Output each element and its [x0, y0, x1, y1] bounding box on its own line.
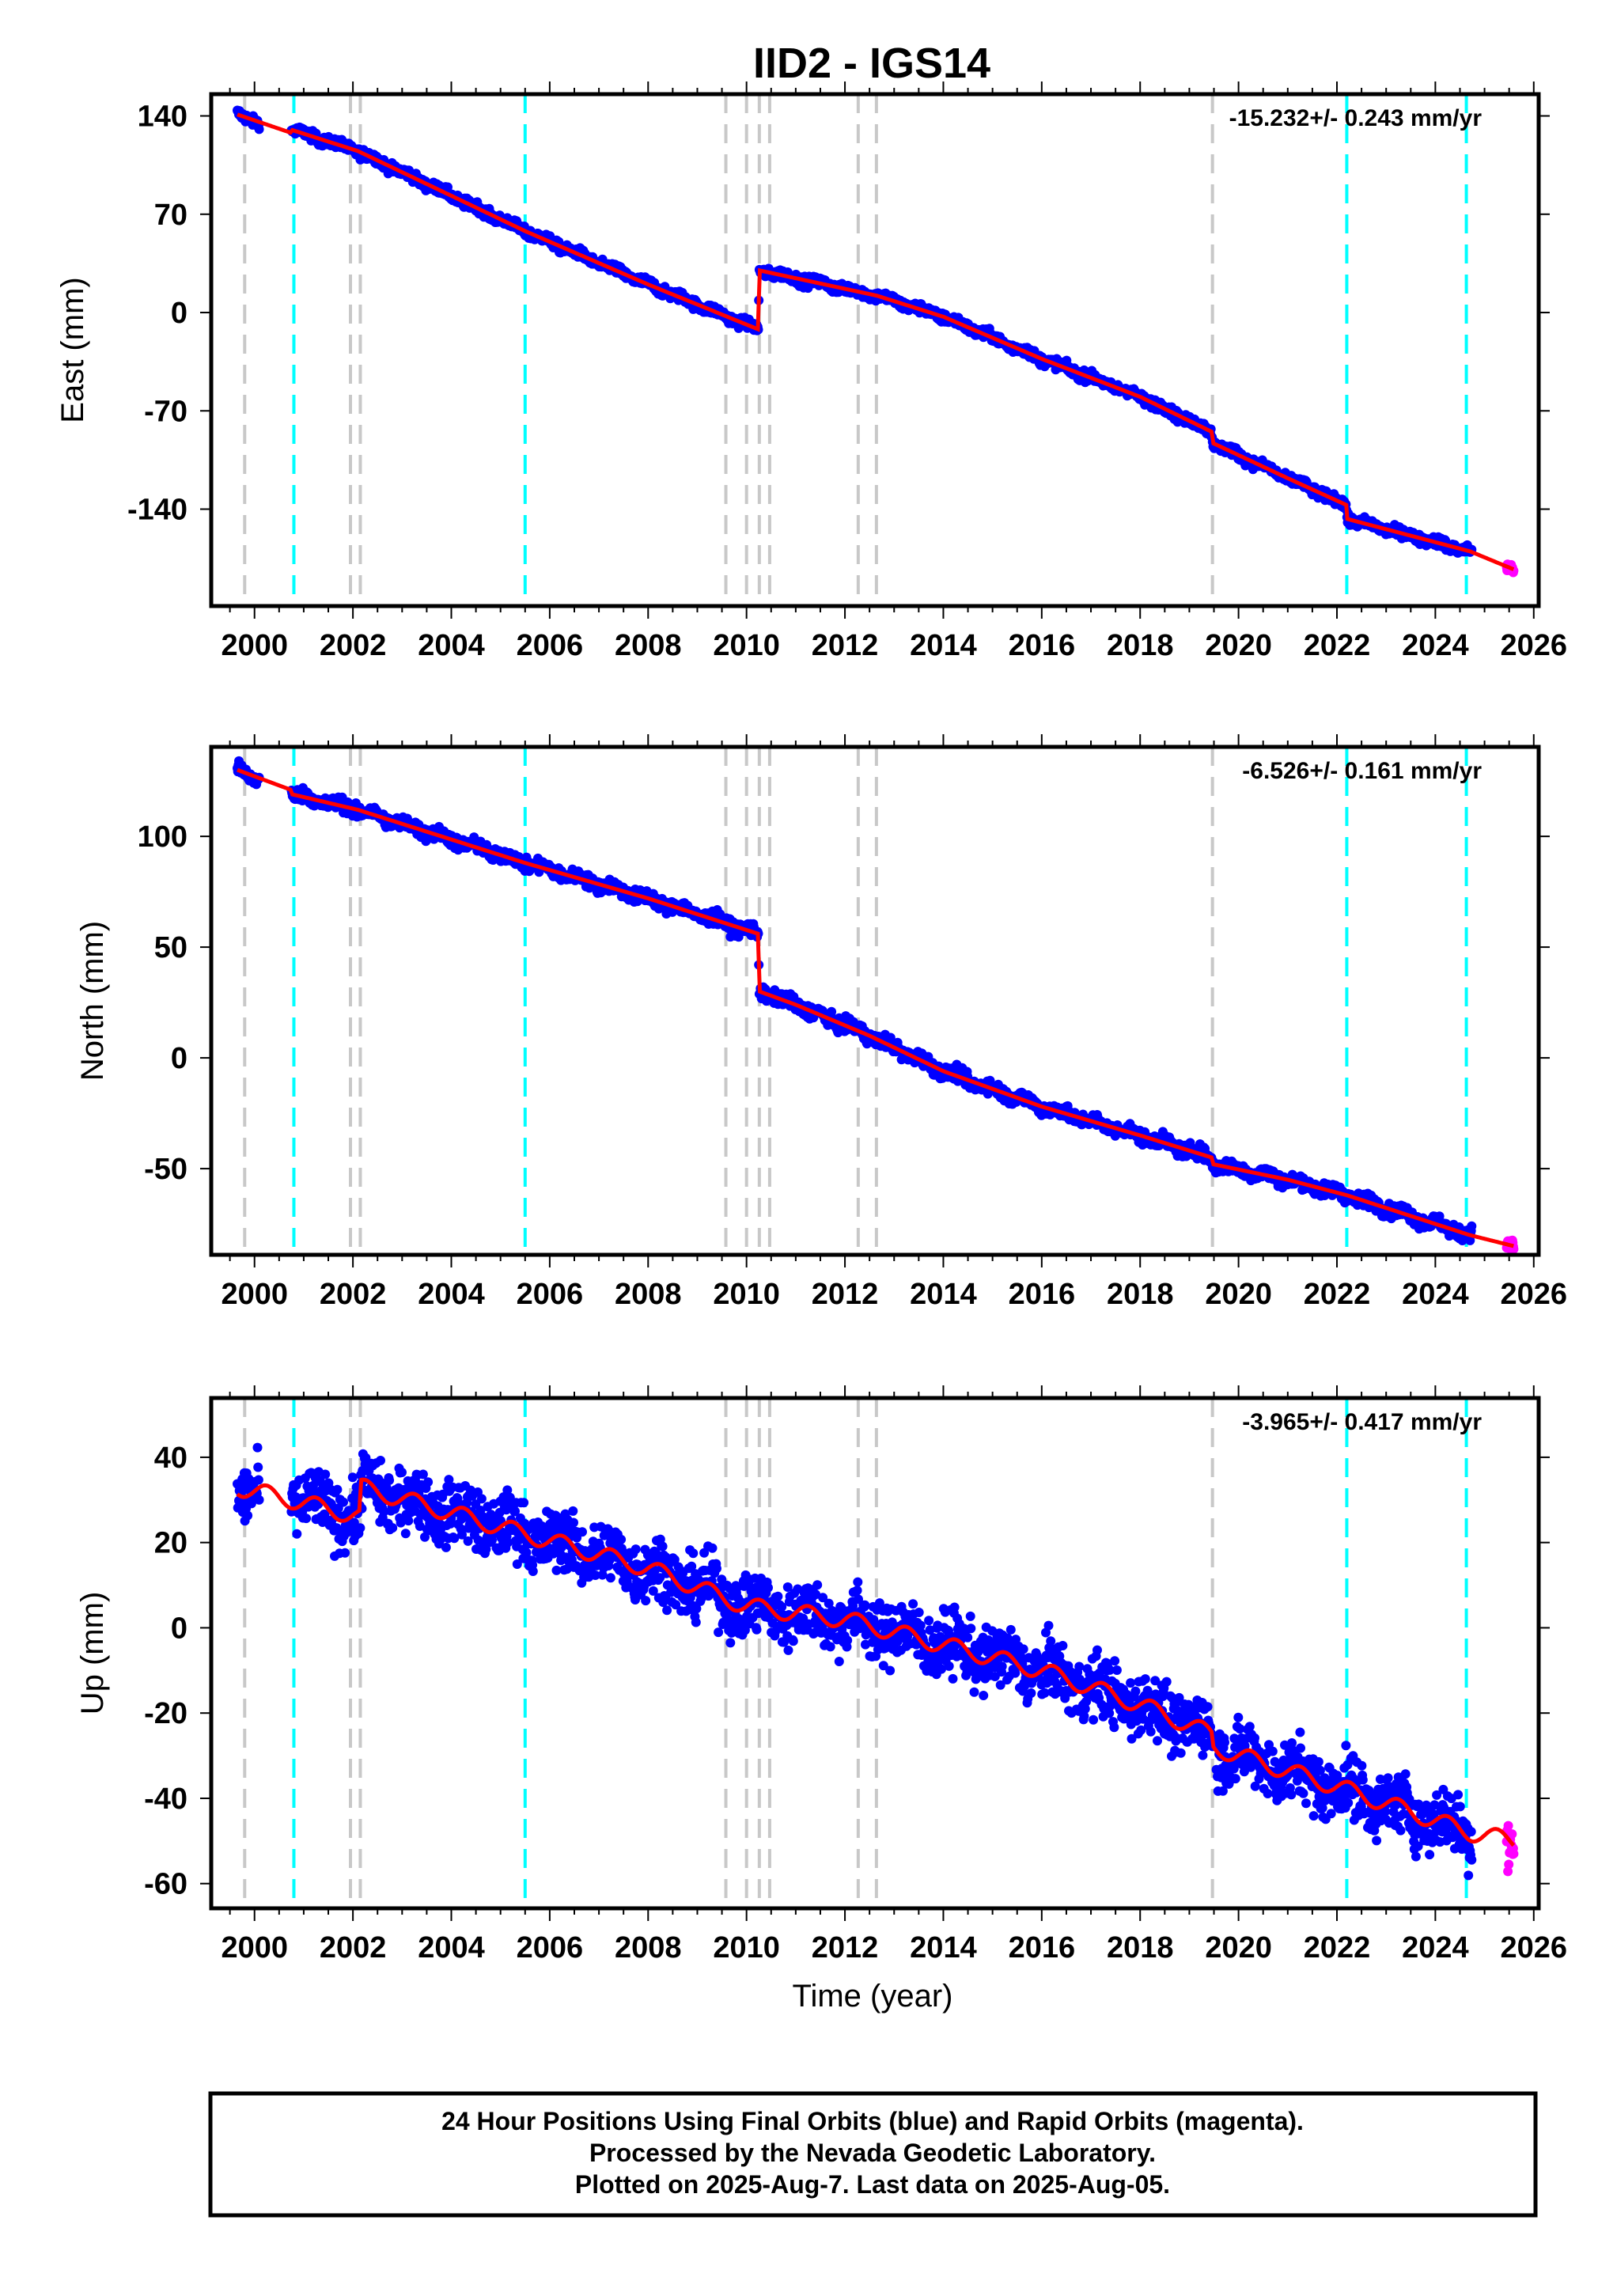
velocity-label: -6.526+/- 0.161 mm/yr: [1242, 758, 1482, 784]
y-tick-label: 70: [154, 199, 187, 232]
x-tick-label: 2024: [1402, 629, 1469, 662]
final-orbit-point: [254, 124, 264, 135]
final-orbit-point: [301, 1514, 311, 1524]
plot-frame: [209, 744, 1541, 1257]
model-fit-line: [237, 767, 1514, 1248]
plot-frame: [209, 92, 1541, 608]
final-orbit-point: [320, 1510, 330, 1520]
final-orbit-point: [827, 1006, 837, 1017]
final-orbit-point: [355, 1523, 365, 1533]
final-orbit-point: [252, 1442, 263, 1453]
y-tick-label: 0: [171, 1042, 187, 1075]
final-orbit-point: [340, 1548, 350, 1558]
final-orbit-point: [379, 1506, 389, 1517]
x-tick-label: 2000: [221, 629, 288, 662]
y-tick-label: -70: [144, 395, 187, 428]
final-orbit-point: [1434, 1211, 1445, 1222]
x-tick-label: 2020: [1205, 1278, 1272, 1311]
y-tick-label: -140: [127, 494, 187, 527]
x-tick-label: 2004: [418, 1278, 485, 1311]
y-tick-label: -50: [144, 1153, 187, 1186]
final-orbit-point: [253, 1475, 263, 1485]
final-orbit-point: [320, 1469, 331, 1480]
x-tick-label: 2014: [910, 1278, 977, 1311]
x-tick-label: 2020: [1205, 629, 1272, 662]
x-tick-label: 2010: [713, 1278, 780, 1311]
plot-area: [233, 1398, 1519, 1908]
model-fit-line: [237, 112, 1515, 571]
x-tick-label: 2012: [812, 629, 879, 662]
x-tick-label: 2004: [418, 629, 485, 662]
final-orbit-point: [332, 1484, 343, 1495]
final-orbit-point: [253, 1462, 263, 1472]
x-tick-label: 2016: [1009, 1278, 1076, 1311]
x-tick-label: 2008: [615, 1278, 682, 1311]
y-tick-label: 50: [154, 931, 187, 964]
x-tick-label: 2016: [1009, 629, 1076, 662]
x-tick-label: 2022: [1304, 629, 1371, 662]
panel-up: 2000 2002 2004 2006 2008 2010 2012 2014 2016 2018…: [75, 1385, 1567, 2014]
figure-title: IID2 - IGS14: [753, 40, 990, 87]
x-tick-label: 2014: [910, 629, 977, 662]
x-tick-label: 2012: [812, 1278, 879, 1311]
y-axis-title: East (mm): [55, 277, 90, 422]
final-orbit-point: [254, 1495, 264, 1505]
x-tick-label: 2006: [517, 629, 584, 662]
x-tick-label: 2024: [1402, 1278, 1469, 1311]
x-tick-label: 2006: [517, 1278, 584, 1311]
plot-area: [233, 747, 1519, 1255]
final-orbit-point: [384, 1476, 395, 1485]
final-orbit-point: [349, 1517, 359, 1528]
final-orbit-point: [1467, 1221, 1477, 1231]
final-orbit-point: [388, 1523, 398, 1533]
x-tick-label: 2018: [1107, 1278, 1174, 1311]
x-tick-label: 2000: [221, 1278, 288, 1311]
final-orbit-point: [292, 1529, 302, 1539]
x-tick-label: 2026: [1501, 629, 1568, 662]
x-tick-label: 2018: [1107, 629, 1174, 662]
x-tick-label: 2002: [320, 1278, 387, 1311]
panel-north: 2000 2002 2004 2006 2008 2010 2012 2014 2016 2018…: [75, 734, 1567, 1311]
y-tick-label: 100: [138, 820, 187, 854]
y-tick-label: 140: [138, 100, 187, 134]
x-tick-label: 2022: [1304, 1278, 1371, 1311]
y-axis-title: North (mm): [75, 921, 110, 1081]
x-tick-label: 2008: [615, 629, 682, 662]
plot-area: [233, 94, 1519, 606]
final-orbit-point: [347, 1472, 358, 1483]
x-tick-label: 2010: [713, 629, 780, 662]
y-tick-label: 0: [171, 297, 187, 330]
x-tick-label: 2002: [320, 629, 387, 662]
final-orbit-point: [243, 1510, 253, 1521]
final-orbit-point: [376, 1456, 385, 1465]
panel-east: 2000 2002 2004 2006 2008 2010 2012 2014 2016 2018…: [55, 81, 1567, 662]
x-tick-label: 2026: [1501, 1278, 1568, 1311]
final-orbit-point: [339, 1497, 348, 1507]
velocity-label: -15.232+/- 0.243 mm/yr: [1229, 105, 1483, 131]
final-orbit-point: [1465, 1235, 1475, 1245]
